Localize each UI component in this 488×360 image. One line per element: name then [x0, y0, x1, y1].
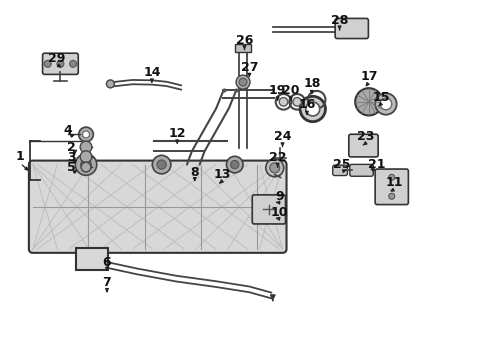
- FancyBboxPatch shape: [334, 18, 367, 39]
- Text: 26: 26: [235, 33, 253, 47]
- Text: 15: 15: [371, 91, 389, 104]
- Text: 4: 4: [63, 124, 72, 137]
- Text: 11: 11: [385, 176, 403, 189]
- Circle shape: [79, 127, 93, 142]
- Text: 24: 24: [273, 130, 291, 144]
- Circle shape: [265, 159, 283, 177]
- Text: 18: 18: [303, 77, 320, 90]
- Text: 20: 20: [282, 84, 299, 97]
- Circle shape: [80, 141, 92, 153]
- FancyBboxPatch shape: [374, 169, 407, 204]
- Circle shape: [388, 193, 394, 199]
- Text: 22: 22: [268, 151, 286, 164]
- Circle shape: [300, 96, 325, 122]
- Text: 14: 14: [143, 66, 160, 79]
- Circle shape: [279, 98, 287, 106]
- Text: 29: 29: [48, 51, 65, 64]
- Text: 27: 27: [240, 60, 258, 73]
- Circle shape: [388, 174, 394, 180]
- Circle shape: [57, 60, 64, 67]
- Text: 3: 3: [67, 151, 76, 164]
- Circle shape: [379, 98, 391, 110]
- Circle shape: [374, 93, 396, 115]
- Circle shape: [230, 161, 239, 169]
- Circle shape: [354, 88, 382, 116]
- Text: 7: 7: [102, 276, 111, 289]
- Text: 9: 9: [275, 190, 284, 203]
- Text: 16: 16: [298, 98, 315, 111]
- Text: 25: 25: [333, 158, 350, 171]
- Text: 5: 5: [67, 161, 76, 174]
- Text: 10: 10: [270, 206, 288, 219]
- Text: 8: 8: [190, 166, 199, 179]
- Circle shape: [305, 102, 319, 116]
- FancyBboxPatch shape: [348, 134, 377, 157]
- FancyBboxPatch shape: [42, 53, 78, 75]
- Text: 2: 2: [67, 141, 76, 154]
- Text: 21: 21: [367, 158, 385, 171]
- Text: 17: 17: [359, 69, 377, 82]
- Circle shape: [157, 160, 166, 169]
- Text: 1: 1: [16, 150, 24, 163]
- Bar: [234, 44, 251, 51]
- Text: 23: 23: [356, 130, 373, 144]
- Text: 13: 13: [213, 168, 230, 181]
- Circle shape: [292, 98, 301, 106]
- Circle shape: [236, 75, 249, 89]
- Circle shape: [81, 159, 91, 170]
- FancyBboxPatch shape: [349, 165, 372, 176]
- FancyBboxPatch shape: [332, 165, 346, 176]
- Text: 28: 28: [330, 14, 347, 27]
- Circle shape: [152, 155, 170, 174]
- Circle shape: [44, 60, 51, 67]
- Circle shape: [81, 162, 91, 172]
- FancyBboxPatch shape: [252, 195, 285, 224]
- Circle shape: [226, 156, 243, 173]
- Circle shape: [269, 163, 279, 173]
- Text: 12: 12: [168, 127, 185, 140]
- Circle shape: [69, 60, 77, 67]
- Circle shape: [239, 78, 246, 86]
- Circle shape: [106, 80, 114, 88]
- Circle shape: [82, 131, 89, 138]
- Circle shape: [80, 151, 92, 162]
- Circle shape: [75, 154, 97, 175]
- Text: 19: 19: [268, 84, 286, 97]
- Bar: [76, 248, 108, 270]
- FancyBboxPatch shape: [29, 161, 286, 253]
- Text: 6: 6: [102, 256, 111, 269]
